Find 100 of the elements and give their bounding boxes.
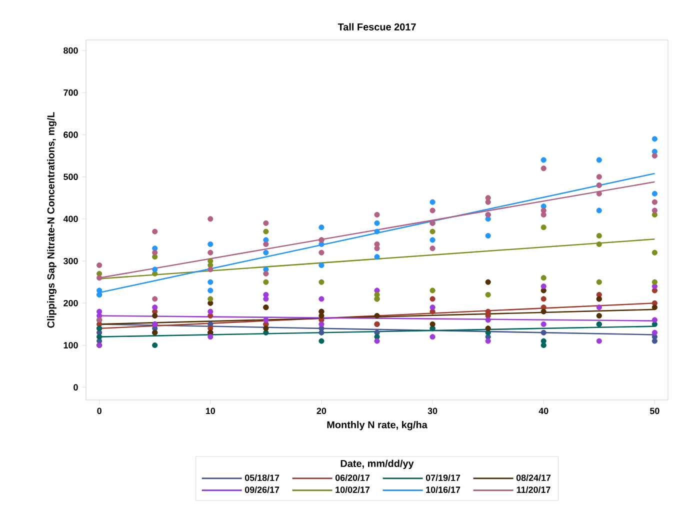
- legend-title: Date, mm/dd/yy: [340, 460, 414, 469]
- point: [540, 224, 546, 230]
- point: [152, 296, 158, 302]
- point: [652, 279, 658, 285]
- point: [540, 166, 546, 172]
- point: [485, 292, 491, 298]
- point: [318, 321, 324, 327]
- point: [652, 136, 658, 142]
- point: [652, 317, 658, 323]
- x-axis-title: Monthly N rate, kg/ha: [327, 420, 428, 430]
- point: [208, 296, 214, 302]
- x-tick-label: 10: [206, 408, 216, 414]
- point: [318, 250, 324, 256]
- point: [430, 208, 436, 214]
- point: [263, 326, 269, 332]
- legend-label: 07/19/17: [426, 474, 460, 482]
- legend-label: 10/16/17: [426, 486, 460, 494]
- point: [96, 334, 102, 340]
- x-tick-label: 40: [538, 408, 548, 414]
- point: [540, 330, 546, 336]
- point: [208, 250, 214, 256]
- y-tick-label: 100: [64, 342, 78, 348]
- point: [318, 224, 324, 230]
- point: [430, 237, 436, 243]
- point: [540, 284, 546, 290]
- legend-label: 08/24/17: [516, 474, 551, 482]
- point: [374, 312, 380, 319]
- point: [208, 308, 214, 314]
- point: [96, 275, 102, 281]
- point: [430, 296, 436, 302]
- point: [263, 279, 269, 285]
- legend-label: 11/20/17: [516, 486, 550, 494]
- point: [318, 338, 324, 344]
- point: [652, 330, 658, 336]
- y-tick-label: 0: [74, 384, 78, 391]
- point: [96, 262, 102, 268]
- point: [318, 296, 324, 302]
- point: [374, 228, 380, 234]
- legend-label: 09/26/17: [244, 486, 280, 494]
- point: [152, 250, 158, 256]
- point: [540, 321, 546, 327]
- y-tick-label: 400: [63, 216, 78, 222]
- point: [208, 288, 214, 294]
- point: [652, 190, 658, 196]
- point: [208, 279, 214, 285]
- y-axis-title: Clippings Sap Nitrate-N Concentrations, mg/L: [47, 112, 56, 328]
- point: [374, 220, 380, 226]
- point: [430, 246, 436, 252]
- point: [485, 232, 491, 239]
- point: [152, 312, 158, 319]
- point: [263, 241, 269, 247]
- point: [652, 152, 658, 159]
- point: [485, 338, 491, 344]
- y-tick-label: 700: [64, 89, 78, 96]
- y-tick-label: 600: [64, 132, 78, 138]
- point: [374, 254, 380, 260]
- point: [485, 326, 491, 332]
- y-tick-label: 200: [64, 300, 78, 306]
- point: [208, 334, 214, 340]
- point: [652, 148, 658, 154]
- legend-label: 10/02/17: [336, 486, 370, 494]
- point: [596, 157, 602, 163]
- y-tick-label: 800: [64, 47, 78, 54]
- legend-label: 06/20/17: [335, 474, 370, 482]
- point: [652, 250, 658, 256]
- point: [263, 317, 269, 323]
- chart-title: Tall Fescue 2017: [338, 23, 416, 30]
- x-tick-label: 20: [316, 408, 326, 414]
- point: [596, 241, 602, 247]
- point: [540, 308, 546, 314]
- point: [96, 308, 102, 314]
- point: [263, 228, 269, 234]
- point: [318, 262, 324, 268]
- point: [652, 199, 658, 205]
- point: [540, 275, 546, 281]
- point: [430, 228, 436, 234]
- point: [596, 232, 602, 239]
- point: [430, 321, 436, 327]
- point: [652, 304, 658, 310]
- point: [430, 304, 436, 310]
- point: [540, 296, 546, 302]
- point: [430, 334, 436, 340]
- x-tick-label: 50: [650, 408, 660, 414]
- point: [596, 304, 602, 310]
- point: [152, 266, 158, 272]
- point: [208, 241, 214, 247]
- point: [318, 279, 324, 285]
- point: [652, 208, 658, 214]
- point: [596, 174, 602, 180]
- point: [374, 338, 380, 344]
- point: [485, 279, 491, 285]
- point: [263, 270, 269, 276]
- point: [263, 250, 269, 256]
- legend-label: 05/18/17: [244, 474, 280, 482]
- point: [152, 304, 158, 310]
- point: [152, 342, 158, 348]
- y-tick-label: 500: [64, 174, 78, 180]
- point: [596, 208, 602, 214]
- point: [430, 288, 436, 294]
- x-tick-label: 30: [428, 408, 438, 414]
